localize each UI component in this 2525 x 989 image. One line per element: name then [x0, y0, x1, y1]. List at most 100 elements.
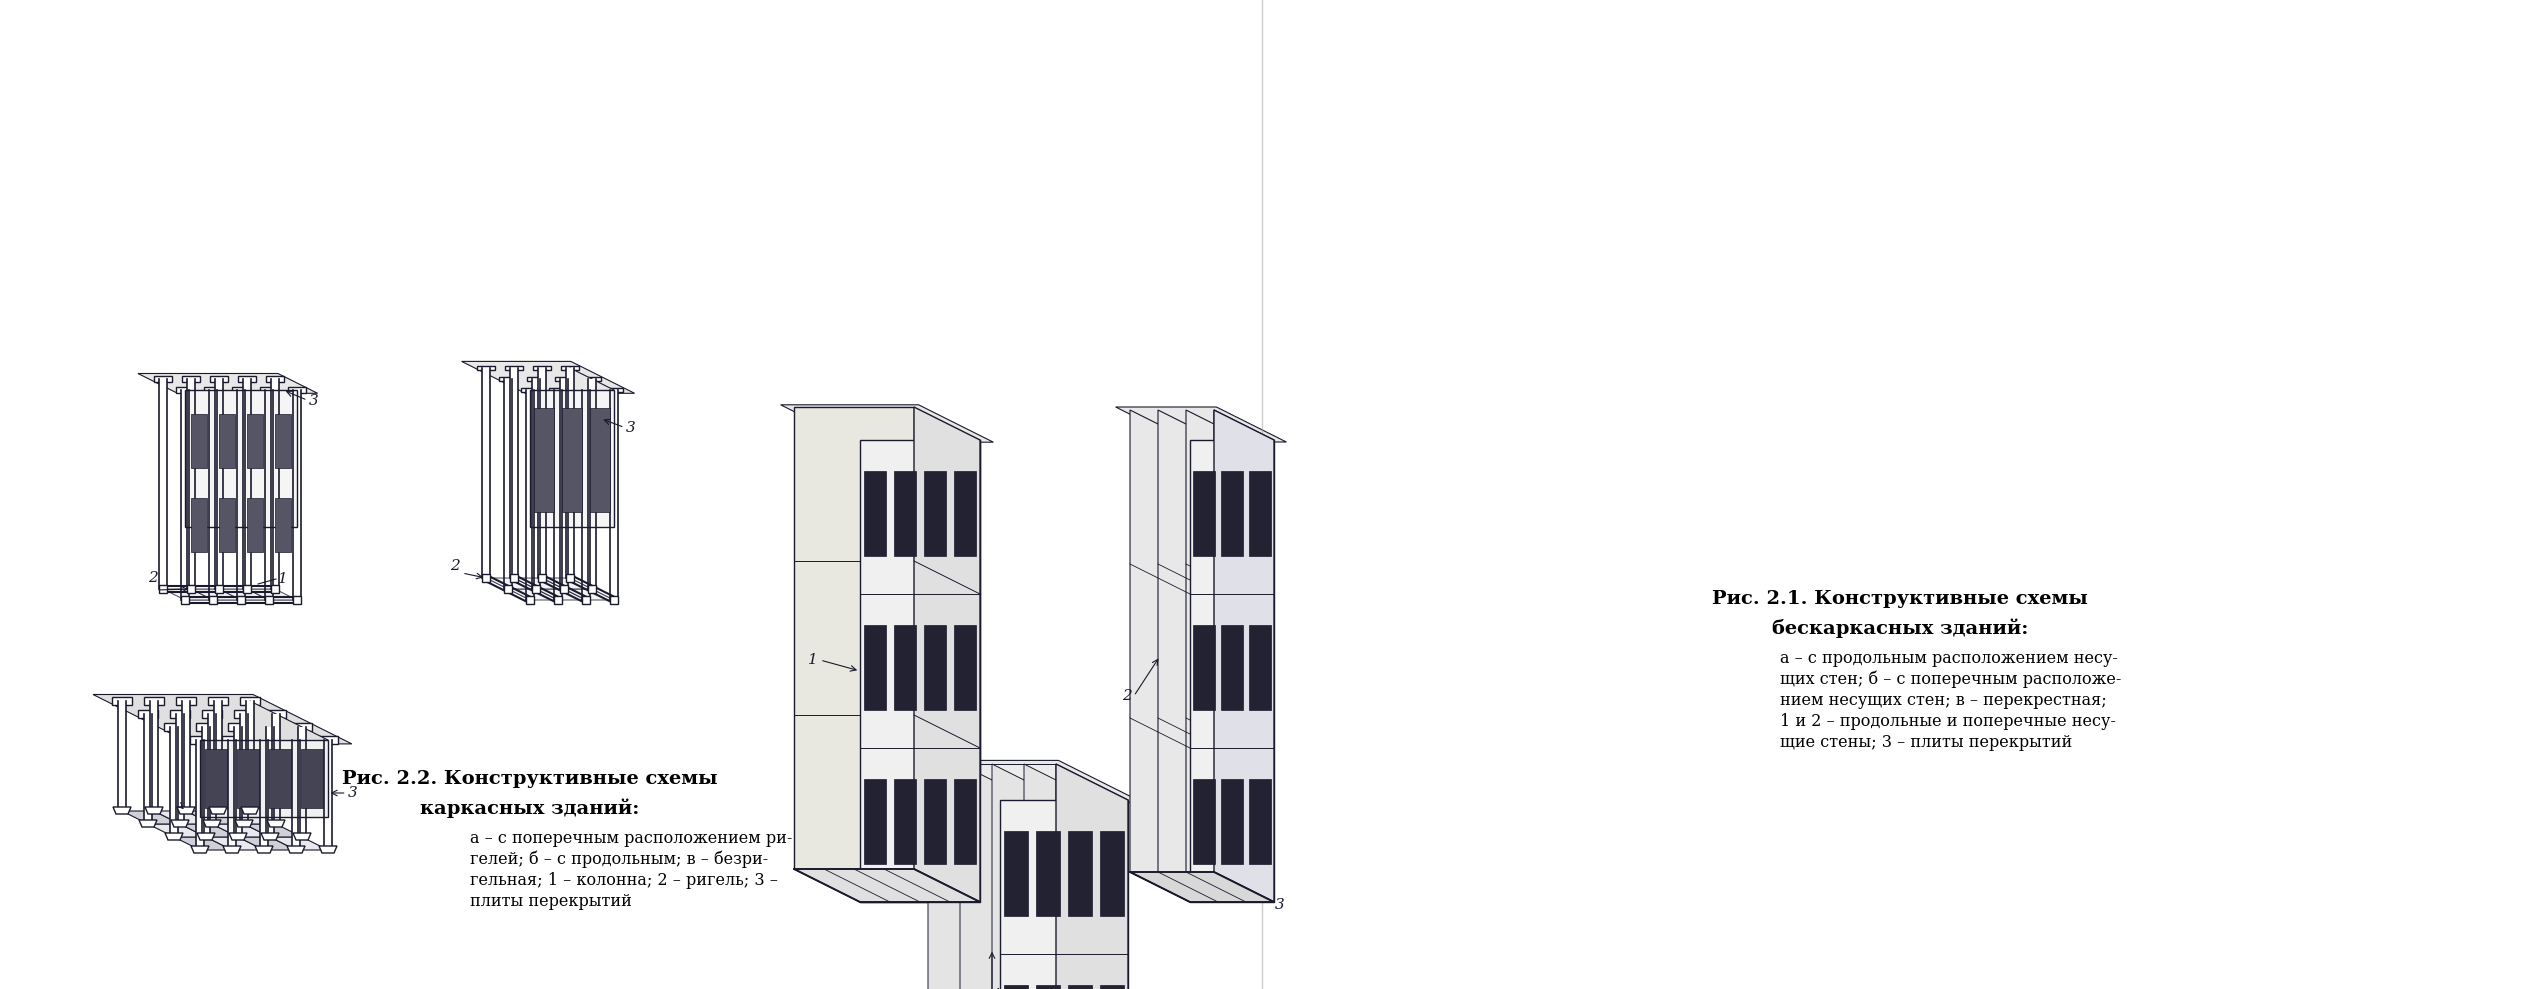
Text: 2: 2: [449, 559, 460, 573]
Polygon shape: [210, 390, 217, 600]
Polygon shape: [268, 749, 290, 808]
Polygon shape: [1035, 831, 1060, 916]
Polygon shape: [293, 596, 300, 604]
Polygon shape: [235, 727, 242, 837]
Polygon shape: [207, 837, 265, 850]
Polygon shape: [265, 710, 285, 718]
Polygon shape: [169, 710, 189, 718]
Polygon shape: [192, 589, 240, 600]
Polygon shape: [202, 820, 222, 827]
Polygon shape: [93, 694, 351, 744]
Polygon shape: [861, 440, 980, 902]
Text: гельная; 1 – колонна; 2 – ригель; 3 –: гельная; 1 – колонна; 2 – ригель; 3 –: [470, 872, 778, 889]
Text: а: а: [866, 461, 876, 479]
Polygon shape: [924, 778, 947, 863]
Polygon shape: [1222, 778, 1242, 863]
Polygon shape: [929, 764, 1055, 989]
Polygon shape: [230, 833, 247, 840]
Text: каркасных зданий:: каркасных зданий:: [419, 798, 639, 818]
Polygon shape: [505, 585, 513, 593]
Polygon shape: [189, 498, 207, 552]
Polygon shape: [275, 498, 290, 552]
Polygon shape: [525, 596, 533, 604]
Polygon shape: [293, 833, 311, 840]
Polygon shape: [139, 710, 159, 718]
Polygon shape: [177, 697, 197, 705]
Polygon shape: [924, 471, 947, 556]
Polygon shape: [202, 727, 210, 837]
Polygon shape: [611, 596, 619, 604]
Polygon shape: [260, 740, 268, 850]
Polygon shape: [300, 749, 323, 808]
Polygon shape: [184, 390, 298, 526]
Polygon shape: [954, 625, 977, 709]
Polygon shape: [591, 408, 611, 511]
Polygon shape: [578, 388, 596, 392]
Polygon shape: [205, 749, 227, 808]
Polygon shape: [1131, 410, 1189, 902]
Polygon shape: [207, 697, 227, 705]
Polygon shape: [237, 837, 295, 850]
Text: гелей; б – с продольным; в – безри-: гелей; б – с продольным; в – безри-: [470, 851, 768, 868]
Polygon shape: [793, 869, 980, 902]
Text: щие стены; 3 – плиты перекрытий: щие стены; 3 – плиты перекрытий: [1780, 734, 2073, 751]
Polygon shape: [1250, 625, 1270, 709]
Polygon shape: [217, 811, 275, 824]
Text: 3: 3: [1275, 898, 1285, 912]
Polygon shape: [566, 368, 573, 578]
Polygon shape: [1005, 831, 1028, 916]
Polygon shape: [528, 377, 545, 381]
Polygon shape: [318, 846, 336, 853]
Polygon shape: [159, 585, 167, 593]
Polygon shape: [265, 727, 275, 837]
Polygon shape: [215, 379, 222, 589]
Polygon shape: [588, 379, 596, 589]
Polygon shape: [121, 811, 179, 824]
Polygon shape: [119, 701, 126, 811]
Polygon shape: [197, 740, 205, 850]
Polygon shape: [242, 585, 250, 593]
Polygon shape: [144, 714, 152, 824]
Polygon shape: [548, 388, 568, 392]
Polygon shape: [954, 471, 977, 556]
Text: бескаркасных зданий:: бескаркасных зданий:: [1773, 618, 2028, 638]
Polygon shape: [1215, 410, 1275, 902]
Polygon shape: [240, 714, 247, 824]
Polygon shape: [293, 740, 300, 850]
Polygon shape: [508, 589, 558, 600]
Polygon shape: [553, 390, 563, 600]
Text: 1 и 2 – продольные и поперечные несу-: 1 и 2 – продольные и поперечные несу-: [1780, 713, 2116, 730]
Polygon shape: [563, 589, 614, 600]
Polygon shape: [220, 589, 270, 600]
Polygon shape: [482, 368, 490, 578]
Polygon shape: [1159, 410, 1217, 902]
Polygon shape: [215, 701, 222, 811]
Polygon shape: [462, 361, 634, 394]
Polygon shape: [543, 578, 591, 589]
Polygon shape: [561, 585, 568, 593]
Polygon shape: [144, 807, 164, 814]
Polygon shape: [535, 589, 586, 600]
Polygon shape: [222, 736, 242, 744]
Polygon shape: [182, 701, 189, 811]
Polygon shape: [1222, 471, 1242, 556]
Polygon shape: [182, 596, 189, 604]
Polygon shape: [250, 701, 328, 817]
Polygon shape: [1116, 407, 1285, 442]
Polygon shape: [912, 761, 1141, 802]
Polygon shape: [500, 377, 518, 381]
Polygon shape: [237, 596, 245, 604]
Polygon shape: [977, 788, 1103, 989]
Polygon shape: [533, 379, 540, 589]
Polygon shape: [1222, 625, 1242, 709]
Polygon shape: [510, 574, 518, 582]
Polygon shape: [265, 596, 273, 604]
Text: в: в: [1002, 824, 1013, 842]
Polygon shape: [482, 574, 490, 582]
Polygon shape: [270, 837, 328, 850]
Polygon shape: [232, 387, 250, 393]
Polygon shape: [1194, 471, 1215, 556]
Polygon shape: [164, 589, 212, 600]
Polygon shape: [581, 596, 591, 604]
Polygon shape: [182, 390, 189, 600]
